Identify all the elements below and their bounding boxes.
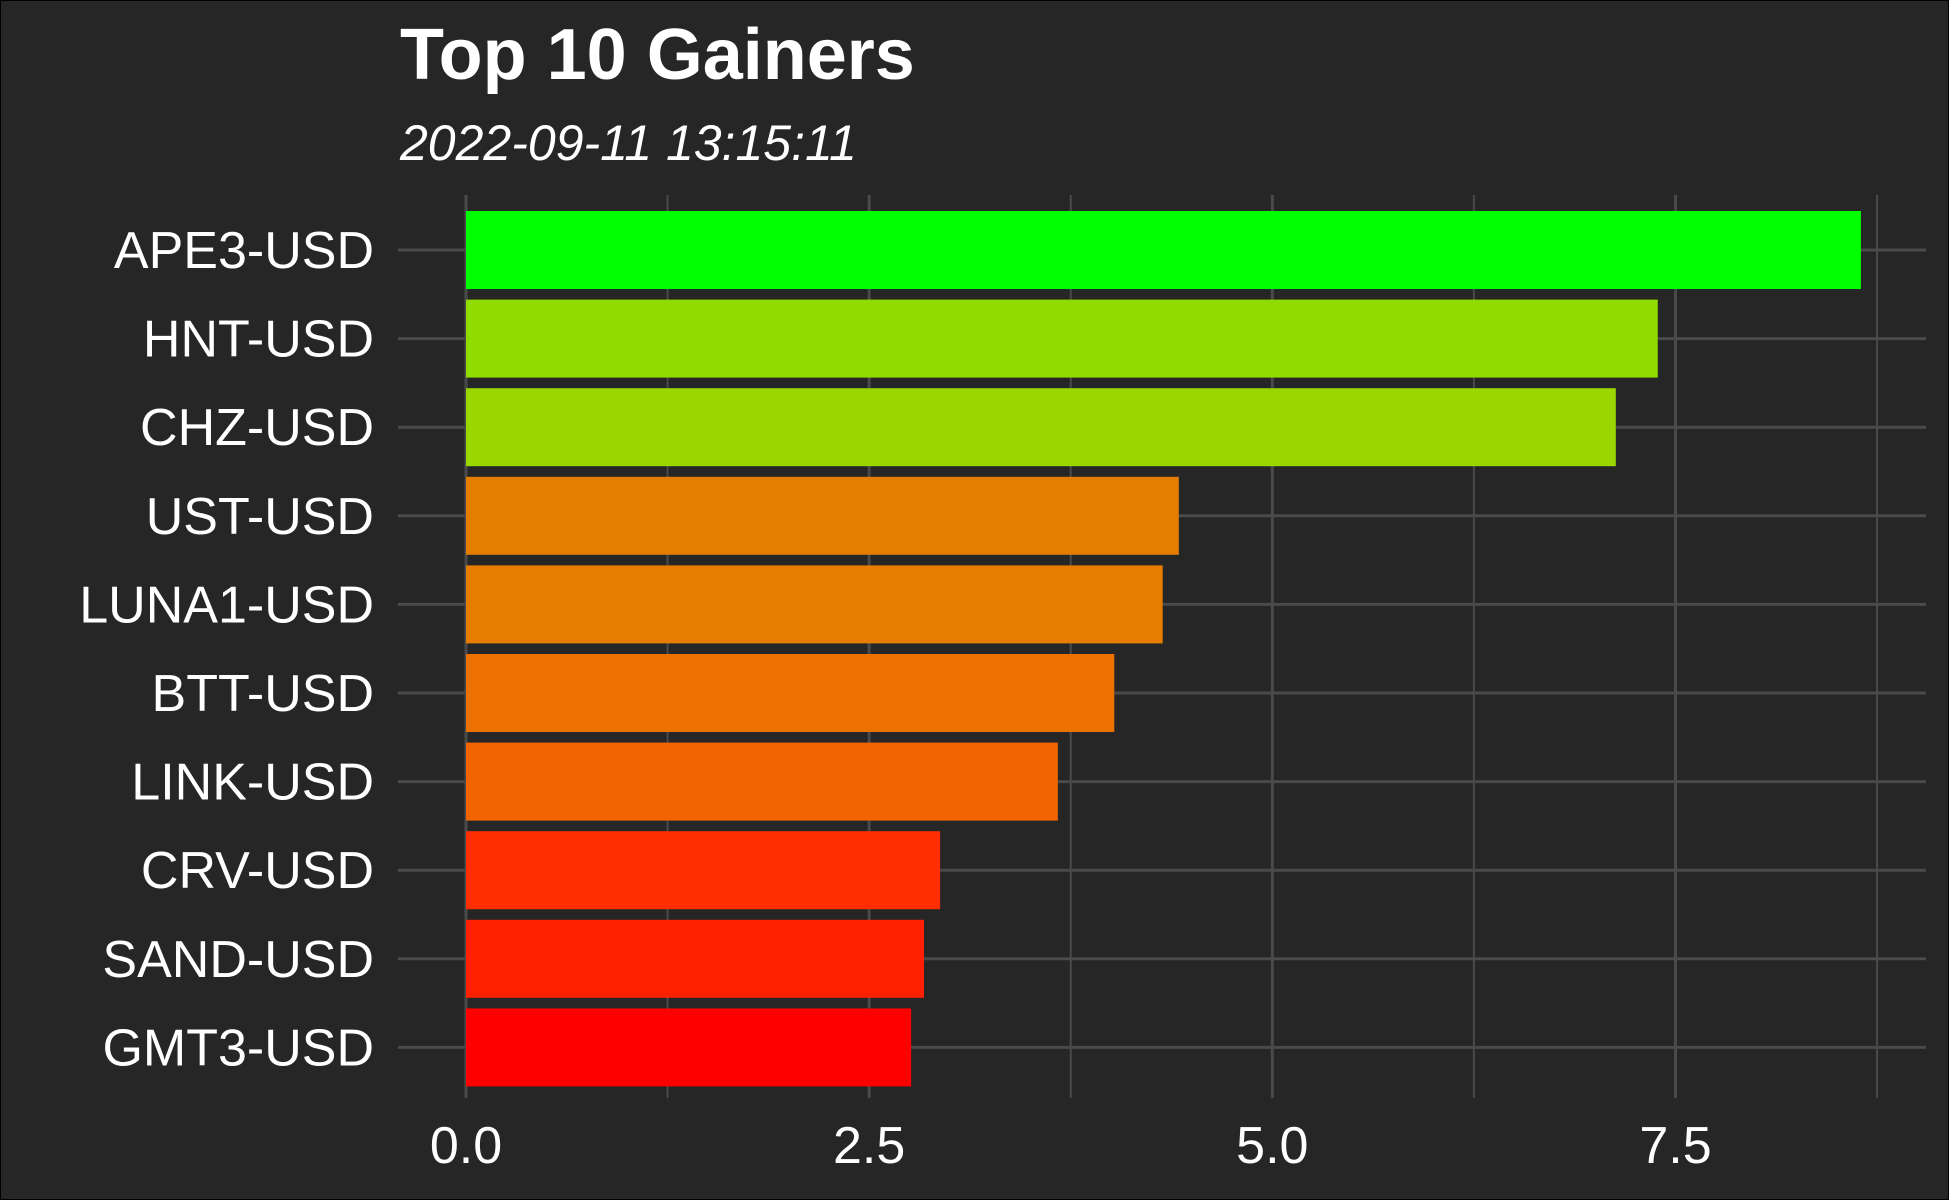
y-tick-label: SAND-USD [102, 931, 374, 989]
bar-luna1-usd [466, 565, 1163, 644]
chart-subtitle: 2022-09-11 13:15:11 [399, 115, 857, 171]
x-tick-label: 2.5 [833, 1117, 905, 1175]
x-tick-label: 7.5 [1639, 1117, 1711, 1175]
x-axis-labels: 0.0 2.5 5.0 7.5 [430, 1117, 1712, 1175]
bar-gmt3-usd [466, 1008, 912, 1087]
y-tick-label: UST-USD [146, 488, 374, 546]
bar-crv-usd [466, 831, 941, 910]
bar-ape3-usd [466, 211, 1861, 289]
x-tick-label: 5.0 [1236, 1117, 1308, 1175]
bars [466, 211, 1861, 1087]
bar-sand-usd [466, 919, 924, 998]
y-tick-label: HNT-USD [143, 311, 374, 369]
y-tick-label: CHZ-USD [140, 399, 374, 457]
chart-title: Top 10 Gainers [400, 15, 915, 95]
y-tick-label: CRV-USD [141, 842, 374, 900]
y-tick-label: LUNA1-USD [79, 576, 374, 634]
bar-ust-usd [466, 476, 1179, 555]
bar-btt-usd [466, 654, 1115, 732]
y-tick-label: BTT-USD [152, 665, 374, 723]
y-tick-label: APE3-USD [114, 222, 374, 280]
y-tick-label: LINK-USD [131, 754, 374, 812]
y-tick-label: GMT3-USD [102, 1019, 374, 1077]
bar-chz-usd [466, 388, 1616, 467]
bar-link-usd [466, 742, 1058, 821]
y-axis-labels: APE3-USD HNT-USD CHZ-USD UST-USD LUNA1-USD BT… [79, 222, 374, 1077]
x-tick-label: 0.0 [430, 1117, 502, 1175]
bar-hnt-usd [466, 299, 1658, 378]
